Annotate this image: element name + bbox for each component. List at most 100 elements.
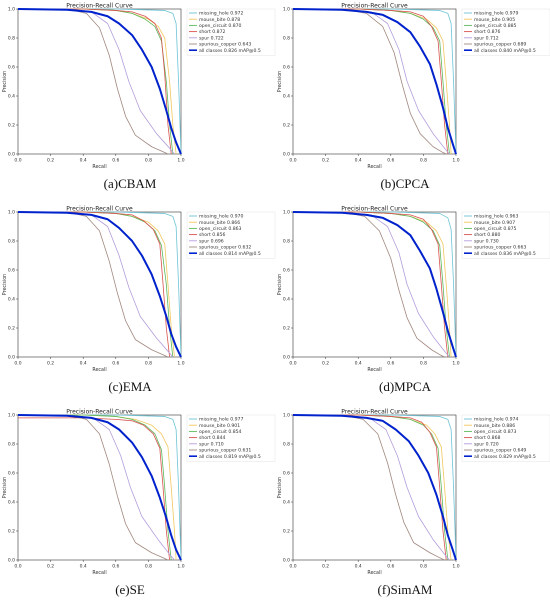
legend-box xyxy=(461,211,550,259)
y-tick-label: 0.0 xyxy=(283,152,290,158)
panel-caption: (d)MPCA xyxy=(379,379,432,394)
y-tick-label: 1.0 xyxy=(283,7,290,13)
y-tick-label: 1.0 xyxy=(283,413,290,419)
legend-box xyxy=(186,8,276,56)
y-tick-label: 0.4 xyxy=(8,297,15,303)
x-tick-label: 0.8 xyxy=(145,361,152,367)
x-tick-label: 0.0 xyxy=(14,361,21,367)
y-tick-label: 0.4 xyxy=(283,94,290,100)
legend-entry: spur 0.696 xyxy=(199,238,224,244)
y-tick-label: 1.0 xyxy=(8,210,15,216)
legend-entry: all classes 0.819 mAP@0.5 xyxy=(199,454,261,460)
y-tick-label: 0.8 xyxy=(8,239,15,245)
x-tick-label: 0.6 xyxy=(112,158,119,164)
series-line xyxy=(18,414,172,561)
legend-entry: all classes 0.826 mAP@0.5 xyxy=(199,48,261,54)
x-tick-label: 0.2 xyxy=(47,361,54,367)
series-line xyxy=(18,414,169,561)
legend-entry: short 0.856 xyxy=(199,232,225,238)
legend-box xyxy=(186,211,276,259)
plot-frame xyxy=(292,8,457,155)
x-tick-label: 0.0 xyxy=(289,158,296,164)
legend-entry: spurious_copper 0.663 xyxy=(474,245,526,251)
legend-entry: spur 0.712 xyxy=(474,35,499,41)
series-line xyxy=(293,8,449,155)
legend-entry: open_circuit 0.875 xyxy=(474,226,517,232)
plot-frame xyxy=(292,414,457,561)
y-tick-label: 0.6 xyxy=(283,65,290,71)
legend-entry: spurious_copper 0.649 xyxy=(474,448,526,454)
y-tick-label: 0.4 xyxy=(283,500,290,506)
y-axis-label: Precision xyxy=(2,477,8,498)
x-tick-label: 1.0 xyxy=(177,158,184,164)
series-line xyxy=(17,211,182,358)
pr-panel: Precision-Recall Curve 0.0 0.2 0.4 0.6 0.8 1.0… xyxy=(2,3,276,191)
y-axis-label: Precision xyxy=(2,274,8,295)
x-tick-label: 0.8 xyxy=(420,564,427,570)
x-tick-label: 1.0 xyxy=(452,361,459,367)
x-tick-label: 1.0 xyxy=(452,158,459,164)
x-tick-label: 0.0 xyxy=(14,158,21,164)
x-axis-label: Recall xyxy=(367,367,381,373)
x-tick-label: 0.6 xyxy=(387,564,394,570)
legend-entry: open_circuit 0.885 xyxy=(474,23,517,29)
y-tick-label: 0.6 xyxy=(283,471,290,477)
y-tick-label: 0.4 xyxy=(8,94,15,100)
series-line xyxy=(293,211,457,358)
legend-box xyxy=(461,8,550,56)
x-tick-label: 0.8 xyxy=(420,361,427,367)
x-tick-label: 0.8 xyxy=(420,158,427,164)
panel-caption: (b)CPCA xyxy=(380,176,430,191)
y-tick-label: 0.6 xyxy=(8,268,15,274)
x-tick-label: 0.2 xyxy=(47,158,54,164)
legend-entry: missing_hole 0.974 xyxy=(474,417,518,423)
y-tick-label: 0.0 xyxy=(8,152,15,158)
legend-entry: missing_hole 0.979 xyxy=(474,11,518,17)
x-tick-label: 0.4 xyxy=(80,564,87,570)
legend-entry: all classes 0.829 mAP@0.5 xyxy=(474,454,536,460)
x-tick-label: 0.6 xyxy=(387,158,394,164)
y-tick-label: 0.2 xyxy=(283,123,290,129)
x-tick-label: 0.2 xyxy=(47,564,54,570)
x-tick-label: 0.6 xyxy=(387,361,394,367)
legend-entry: open_circuit 0.854 xyxy=(199,429,242,435)
series-line xyxy=(18,8,172,155)
panel-caption: (c)EMA xyxy=(108,379,152,394)
legend-entry: spur 0.730 xyxy=(474,238,499,244)
x-tick-label: 0.4 xyxy=(355,158,362,164)
pr-panel: Precision-Recall Curve 0.0 0.2 0.4 0.6 0.8 1.0… xyxy=(277,3,550,191)
y-tick-label: 0.8 xyxy=(8,36,15,42)
y-tick-label: 0.8 xyxy=(283,239,290,245)
x-tick-label: 0.4 xyxy=(80,361,87,367)
x-tick-label: 0.8 xyxy=(145,158,152,164)
series-line xyxy=(18,211,170,358)
x-axis-label: Recall xyxy=(92,367,106,373)
legend-entry: all classes 0.840 mAP@0.5 xyxy=(474,48,536,54)
legend-entry: missing_hole 0.963 xyxy=(474,214,518,220)
y-tick-label: 0.8 xyxy=(283,36,290,42)
x-tick-label: 1.0 xyxy=(177,564,184,570)
legend-entry: mouse_bite 0.907 xyxy=(474,220,515,226)
legend-entry: spurious_copper 0.632 xyxy=(199,245,251,251)
legend-entry: mouse_bite 0.905 xyxy=(474,17,515,23)
legend-entry: missing_hole 0.977 xyxy=(199,417,243,423)
legend-entry: short 0.844 xyxy=(199,435,225,441)
x-tick-label: 0.4 xyxy=(355,361,362,367)
y-tick-label: 0.2 xyxy=(283,529,290,535)
x-tick-label: 0.0 xyxy=(14,564,21,570)
legend-entry: mouse_bite 0.866 xyxy=(199,220,240,226)
y-tick-label: 0.0 xyxy=(8,558,15,564)
chart-title: Precision-Recall Curve xyxy=(341,3,408,10)
series-line xyxy=(18,211,169,358)
legend-entry: spur 0.722 xyxy=(199,35,224,41)
chart-title: Precision-Recall Curve xyxy=(341,409,408,416)
y-tick-label: 0.8 xyxy=(8,442,15,448)
series-line xyxy=(292,414,457,561)
series-line xyxy=(18,414,182,561)
legend-entry: open_circuit 0.870 xyxy=(199,23,242,29)
legend-entry: mouse_bite 0.901 xyxy=(199,423,240,429)
x-axis-label: Recall xyxy=(92,570,106,576)
plot-frame xyxy=(292,211,457,358)
x-tick-label: 0.4 xyxy=(80,158,87,164)
